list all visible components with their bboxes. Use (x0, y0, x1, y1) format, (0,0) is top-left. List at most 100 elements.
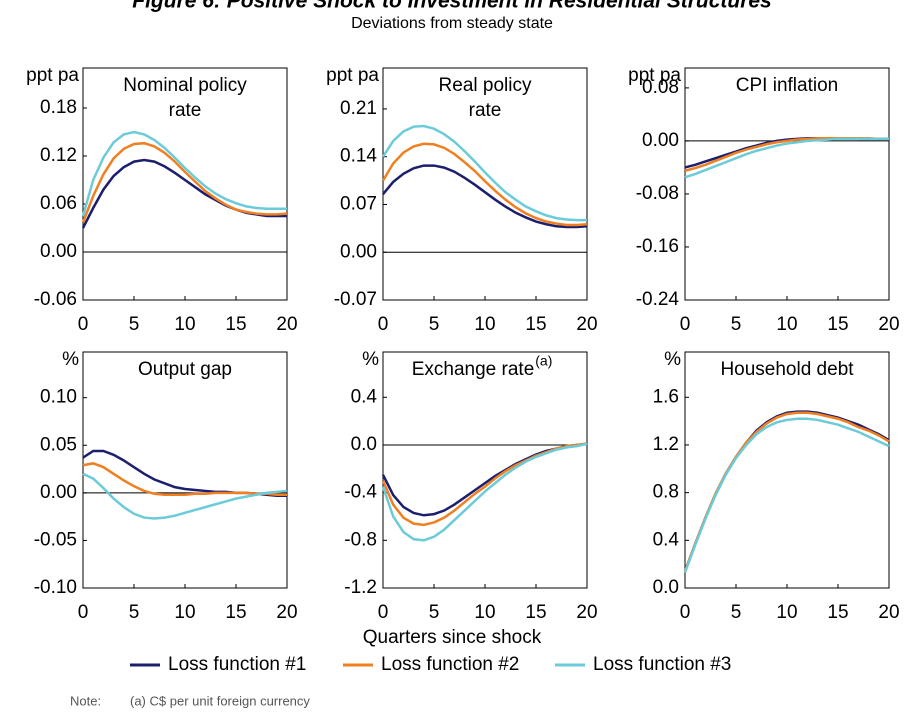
x-tick-label: 5 (429, 602, 440, 623)
y-tick-label: 0.06 (40, 193, 77, 214)
y-tick-label: -0.10 (34, 577, 77, 598)
y-axis-unit: % (62, 349, 79, 370)
figure-title: Figure 6: Positive Shock to Investment i… (132, 0, 772, 13)
y-tick-label: 0.14 (340, 146, 377, 167)
legend-label: Loss function #2 (381, 654, 519, 675)
y-tick-label: 0.07 (340, 193, 377, 214)
x-tick-label: 0 (78, 314, 89, 335)
plot-frame (82, 351, 288, 589)
panel-title-superscript: (a) (535, 353, 552, 369)
x-tick-label: 10 (474, 602, 495, 623)
plot-frame (684, 351, 890, 589)
legend-label: Loss function #1 (168, 654, 306, 675)
plot-frame (684, 67, 890, 301)
x-tick-label: 20 (576, 602, 597, 623)
panel-title: CPI inflation (736, 75, 838, 96)
note-label: Note: (70, 693, 101, 708)
series-line (683, 417, 890, 573)
x-tick-label: 15 (525, 602, 546, 623)
y-axis-unit: ppt pa (326, 65, 379, 86)
y-tick-label: 0.21 (340, 98, 377, 119)
y-tick-label: 0.18 (40, 97, 77, 118)
panel-title: Nominal policy (123, 75, 247, 96)
panel-title: rate (469, 100, 502, 121)
y-tick-label: 0.4 (653, 529, 680, 550)
y-tick-label: 0.00 (340, 241, 377, 262)
series-line (81, 141, 288, 223)
x-tick-label: 20 (276, 602, 297, 623)
x-tick-label: 10 (776, 314, 797, 335)
x-tick-label: 20 (276, 314, 297, 335)
x-tick-label: 15 (525, 314, 546, 335)
x-tick-label: 0 (680, 314, 691, 335)
y-tick-label: 0.0 (653, 577, 679, 598)
series-line (382, 164, 588, 229)
y-tick-label: 0.10 (40, 387, 77, 408)
y-axis-unit: % (664, 349, 681, 370)
x-tick-label: 5 (731, 602, 742, 623)
x-tick-label: 20 (878, 602, 899, 623)
y-tick-label: 0.0 (351, 434, 377, 455)
y-tick-label: -0.8 (344, 529, 377, 550)
panel-title: rate (169, 100, 202, 121)
x-tick-label: 10 (174, 314, 195, 335)
series-line (381, 442, 588, 517)
x-tick-label: 0 (378, 602, 389, 623)
x-tick-label: 20 (576, 314, 597, 335)
series-line (81, 158, 287, 229)
x-tick-label: 15 (225, 602, 246, 623)
y-tick-label: -0.08 (636, 183, 679, 204)
y-tick-label: 1.2 (653, 434, 679, 455)
series-line (82, 472, 288, 520)
y-tick-label: -0.06 (34, 289, 77, 310)
y-tick-label: 0.4 (351, 386, 378, 407)
series-line (381, 442, 588, 542)
y-tick-label: -0.16 (636, 236, 679, 257)
y-tick-label: 0.00 (40, 482, 77, 503)
y-tick-label: -0.05 (34, 529, 77, 550)
y-axis-unit: % (362, 349, 379, 370)
series-line (82, 462, 287, 496)
x-tick-label: 5 (731, 314, 742, 335)
y-tick-label: 0.05 (40, 434, 77, 455)
x-tick-label: 20 (878, 314, 899, 335)
plot-frame (382, 351, 588, 589)
series-line (683, 411, 890, 572)
x-tick-label: 0 (378, 314, 389, 335)
panel-title: Real policy (439, 75, 532, 96)
x-tick-label: 10 (174, 602, 195, 623)
x-tick-label: 0 (78, 602, 89, 623)
y-axis-unit: ppt pa (628, 65, 681, 86)
y-axis-unit: ppt pa (26, 65, 79, 86)
x-axis-label: Quarters since shock (363, 627, 542, 648)
y-tick-label: 0.8 (653, 482, 679, 503)
x-tick-label: 5 (129, 602, 140, 623)
y-tick-label: 0.00 (642, 130, 679, 151)
y-tick-label: 0.12 (40, 145, 77, 166)
note: (a) C$ per unit foreign currency (130, 693, 310, 708)
x-tick-label: 10 (776, 602, 797, 623)
series-line (381, 124, 587, 222)
x-tick-label: 15 (827, 314, 848, 335)
panel-title: Household debt (720, 359, 854, 380)
x-tick-label: 5 (129, 314, 140, 335)
x-tick-label: 15 (827, 602, 848, 623)
x-tick-label: 0 (680, 602, 691, 623)
x-tick-label: 15 (225, 314, 246, 335)
panel-title: Output gap (138, 359, 232, 380)
figure-subtitle: Deviations from steady state (351, 15, 553, 32)
y-tick-label: -0.07 (334, 289, 377, 310)
series-line (381, 142, 588, 227)
y-tick-label: -1.2 (344, 577, 377, 598)
y-tick-label: -0.4 (344, 482, 377, 503)
panel-title: Exchange rate (412, 359, 535, 380)
y-tick-label: -0.24 (636, 289, 680, 310)
x-tick-label: 5 (429, 314, 440, 335)
legend-label: Loss function #3 (593, 654, 731, 675)
series-line (81, 130, 287, 217)
y-tick-label: 0.08 (642, 77, 679, 98)
y-tick-label: 1.6 (653, 386, 679, 407)
y-tick-label: 0.00 (40, 241, 77, 262)
x-tick-label: 10 (474, 314, 495, 335)
